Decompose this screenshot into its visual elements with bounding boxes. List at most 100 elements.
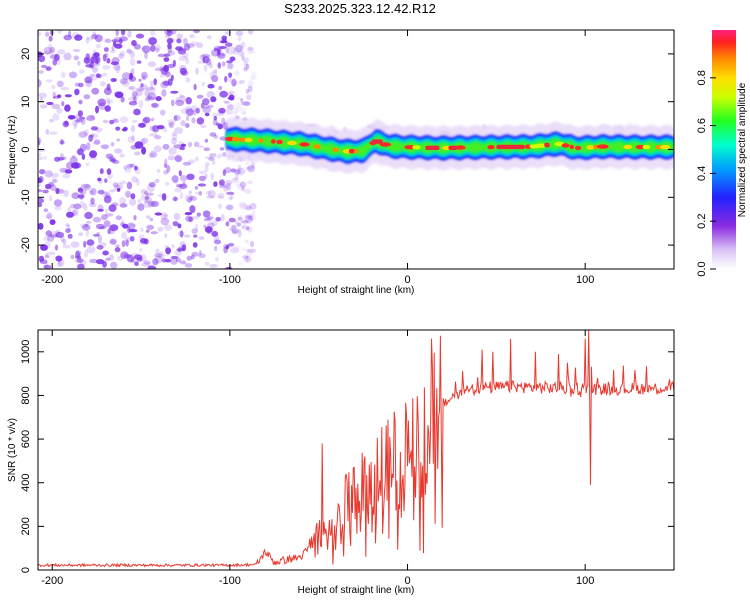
noise-speckle xyxy=(63,190,69,197)
noise-speckle xyxy=(130,193,136,200)
noise-speckle xyxy=(114,43,123,49)
noise-speckle xyxy=(233,111,238,116)
noise-speckle xyxy=(38,92,47,99)
noise-speckle xyxy=(109,49,116,54)
noise-speckle xyxy=(114,91,121,97)
noise-speckle xyxy=(170,90,179,94)
noise-speckle xyxy=(92,141,101,145)
noise-speckle xyxy=(104,38,112,43)
noise-speckle xyxy=(195,67,199,75)
noise-speckle xyxy=(45,128,49,135)
noise-speckle xyxy=(150,200,160,208)
noise-speckle xyxy=(77,263,85,269)
noise-speckle xyxy=(95,259,105,265)
noise-speckle xyxy=(189,205,196,214)
noise-speckle xyxy=(111,57,120,65)
noise-speckle xyxy=(72,48,81,53)
noise-speckle xyxy=(38,156,43,161)
noise-speckle xyxy=(234,226,239,235)
noise-speckle xyxy=(102,250,109,256)
noise-speckle xyxy=(231,230,237,234)
noise-speckle xyxy=(211,230,219,237)
noise-speckle xyxy=(154,67,163,72)
noise-speckle xyxy=(184,234,191,238)
noise-speckle xyxy=(167,119,176,126)
colorbar-gradient xyxy=(712,30,736,269)
noise-speckle xyxy=(160,212,168,220)
noise-speckle xyxy=(89,61,95,69)
noise-speckle xyxy=(203,224,207,228)
noise-speckle xyxy=(74,82,80,87)
noise-speckle xyxy=(162,80,170,86)
noise-speckle xyxy=(52,113,60,121)
noise-speckle xyxy=(113,118,119,124)
noise-speckle xyxy=(143,200,152,209)
noise-speckle xyxy=(161,193,167,201)
noise-speckle xyxy=(119,153,125,158)
noise-speckle xyxy=(58,157,64,161)
noise-speckle xyxy=(246,94,252,101)
noise-speckle xyxy=(173,114,181,121)
noise-speckle xyxy=(110,78,117,82)
noise-speckle xyxy=(215,217,221,222)
band-core xyxy=(544,142,550,148)
noise-speckle xyxy=(97,189,105,195)
noise-speckle xyxy=(38,197,45,204)
noise-speckle xyxy=(121,72,131,80)
noise-speckle xyxy=(202,106,212,114)
noise-speckle xyxy=(222,152,227,157)
noise-speckle xyxy=(141,45,151,54)
noise-speckle xyxy=(69,156,78,165)
colorbar-ticks: 0.0 0.2 0.4 0.6 0.8 xyxy=(696,70,716,277)
noise-speckle xyxy=(57,30,63,34)
noise-speckle xyxy=(241,186,245,192)
noise-speckle xyxy=(194,30,199,33)
noise-speckle xyxy=(106,97,111,102)
noise-speckle xyxy=(89,73,95,78)
noise-speckle xyxy=(144,89,151,98)
noise-speckle xyxy=(127,30,132,38)
noise-speckle xyxy=(110,158,117,163)
noise-speckle xyxy=(217,48,221,56)
noise-speckle xyxy=(227,62,233,69)
noise-speckle xyxy=(180,143,186,148)
noise-speckle xyxy=(76,148,84,156)
x-tick-label: -100 xyxy=(219,575,241,587)
noise-speckle xyxy=(211,159,216,166)
noise-speckle xyxy=(163,57,170,62)
noise-speckle xyxy=(156,168,161,174)
snr-content xyxy=(38,330,674,568)
noise-speckle xyxy=(172,221,179,227)
y-tick-label: 20 xyxy=(20,48,32,60)
noise-speckle xyxy=(98,178,104,185)
noise-speckle xyxy=(189,195,194,201)
y-tick-label: 1000 xyxy=(20,340,32,364)
noise-speckle xyxy=(49,219,56,226)
noise-speckle xyxy=(197,60,203,64)
noise-speckle xyxy=(192,242,198,248)
noise-speckle xyxy=(146,97,156,101)
noise-speckle xyxy=(91,87,100,95)
noise-speckle xyxy=(42,189,49,194)
noise-speckle xyxy=(52,178,59,184)
noise-speckle xyxy=(156,125,165,130)
noise-speckle xyxy=(140,83,144,88)
noise-speckle xyxy=(213,181,218,187)
noise-speckle xyxy=(240,55,245,62)
noise-speckle xyxy=(226,191,235,195)
noise-speckle xyxy=(86,246,96,254)
noise-speckle xyxy=(100,144,109,150)
noise-speckle xyxy=(200,124,207,129)
noise-speckle xyxy=(204,173,208,179)
noise-speckle xyxy=(204,156,213,160)
noise-speckle xyxy=(171,131,177,137)
noise-speckle xyxy=(251,162,255,169)
noise-speckle xyxy=(88,134,93,142)
noise-speckle xyxy=(226,109,233,115)
noise-speckle xyxy=(120,96,125,103)
noise-speckle xyxy=(215,122,220,126)
noise-speckle xyxy=(193,234,198,238)
noise-speckle xyxy=(160,81,169,89)
noise-speckle xyxy=(71,210,77,216)
noise-speckle xyxy=(218,203,223,210)
